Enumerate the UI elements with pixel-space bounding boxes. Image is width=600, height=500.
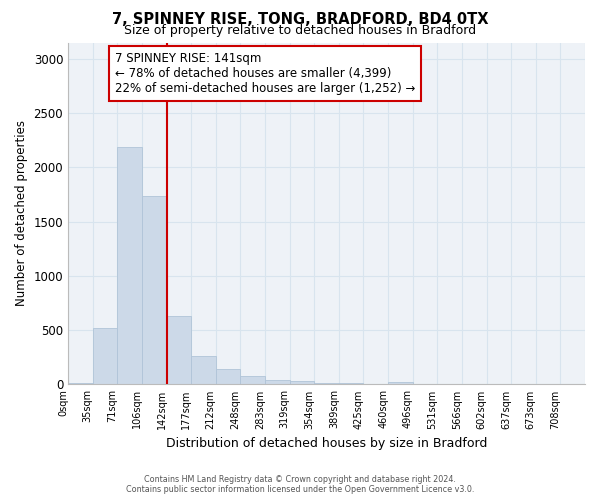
Bar — [388, 382, 413, 384]
Text: 7, SPINNEY RISE, TONG, BRADFORD, BD4 0TX: 7, SPINNEY RISE, TONG, BRADFORD, BD4 0TX — [112, 12, 488, 28]
Bar — [191, 356, 216, 384]
Bar — [241, 376, 265, 384]
X-axis label: Distribution of detached houses by size in Bradford: Distribution of detached houses by size … — [166, 437, 487, 450]
Text: Contains HM Land Registry data © Crown copyright and database right 2024.
Contai: Contains HM Land Registry data © Crown c… — [126, 474, 474, 494]
Bar — [216, 369, 241, 384]
Bar — [265, 380, 290, 384]
Bar — [117, 146, 142, 384]
Bar — [142, 196, 167, 384]
Y-axis label: Number of detached properties: Number of detached properties — [15, 120, 28, 306]
Bar — [92, 328, 117, 384]
Bar — [314, 383, 339, 384]
Text: 7 SPINNEY RISE: 141sqm
← 78% of detached houses are smaller (4,399)
22% of semi-: 7 SPINNEY RISE: 141sqm ← 78% of detached… — [115, 52, 415, 96]
Bar — [290, 381, 314, 384]
Text: Size of property relative to detached houses in Bradford: Size of property relative to detached ho… — [124, 24, 476, 37]
Bar — [167, 316, 191, 384]
